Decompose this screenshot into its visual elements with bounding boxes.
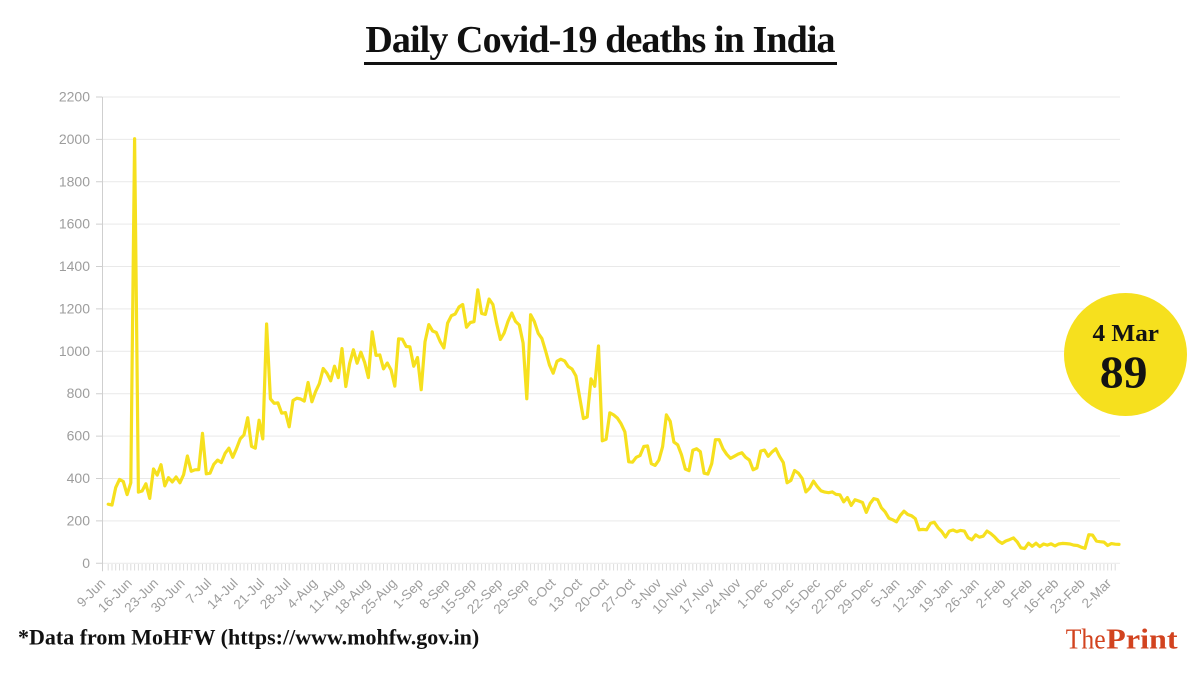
svg-text:400: 400 [67, 470, 91, 486]
svg-text:0: 0 [82, 555, 90, 571]
svg-text:600: 600 [67, 428, 91, 444]
svg-text:2200: 2200 [59, 89, 90, 105]
svg-text:*Data from MoHFW (https://www.: *Data from MoHFW (https://www.mohfw.gov.… [18, 625, 479, 650]
svg-text:1200: 1200 [59, 300, 90, 316]
svg-text:800: 800 [67, 385, 91, 401]
svg-text:The: The [1066, 624, 1106, 655]
svg-text:2000: 2000 [59, 131, 90, 147]
svg-text:89: 89 [1100, 347, 1148, 398]
svg-text:1800: 1800 [59, 173, 90, 189]
svg-text:1000: 1000 [59, 343, 90, 359]
svg-text:1400: 1400 [59, 258, 90, 274]
svg-text:200: 200 [67, 512, 91, 528]
svg-text:Print: Print [1106, 624, 1178, 655]
svg-text:Daily Covid-19 deaths in India: Daily Covid-19 deaths in India [365, 19, 835, 61]
svg-text:1600: 1600 [59, 216, 90, 232]
svg-text:4 Mar: 4 Mar [1093, 321, 1160, 347]
